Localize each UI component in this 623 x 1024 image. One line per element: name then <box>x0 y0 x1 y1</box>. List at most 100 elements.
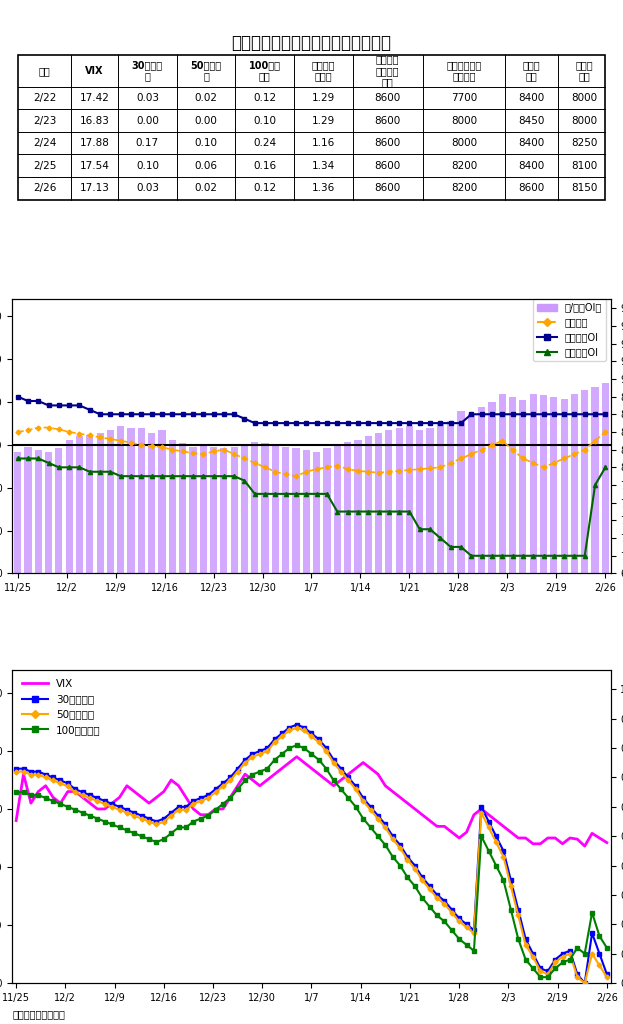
VIX <box>455 831 463 844</box>
VIX <box>293 751 300 763</box>
100日百分位 <box>559 956 566 969</box>
Bar <box>334 445 341 616</box>
Bar <box>540 395 547 616</box>
Bar <box>488 402 495 616</box>
Text: 17.42: 17.42 <box>80 93 110 103</box>
Text: 8600: 8600 <box>374 116 401 126</box>
Text: 8000: 8000 <box>451 116 477 126</box>
50日百分位 <box>293 722 300 734</box>
Bar <box>385 429 392 616</box>
Bar <box>478 408 485 616</box>
Text: 100日百
分位: 100日百 分位 <box>249 60 280 82</box>
30日百分位 <box>581 977 589 989</box>
Bar <box>561 398 568 616</box>
100日百分位 <box>455 933 463 945</box>
Bar <box>354 439 361 616</box>
Text: 2/23: 2/23 <box>33 116 57 126</box>
30日百分位 <box>389 830 396 843</box>
Bar <box>221 449 227 616</box>
Bar <box>447 421 454 616</box>
Text: 8150: 8150 <box>571 183 597 194</box>
30日百分位 <box>293 719 300 731</box>
Bar <box>468 414 475 616</box>
Bar <box>396 428 402 616</box>
Bar <box>107 429 114 616</box>
100日百分位 <box>603 942 611 954</box>
30日百分位 <box>455 912 463 925</box>
Text: 0.24: 0.24 <box>253 138 276 148</box>
Bar <box>457 411 465 616</box>
Text: 8400: 8400 <box>518 93 545 103</box>
Line: 50日百分位: 50日百分位 <box>14 726 609 985</box>
Bar <box>498 393 506 616</box>
Bar <box>251 441 259 616</box>
Bar <box>364 436 372 616</box>
Text: 8450: 8450 <box>518 116 545 126</box>
Text: 17.54: 17.54 <box>80 161 110 171</box>
Text: 0.00: 0.00 <box>194 116 217 126</box>
Text: 買權最大
未平倉履
約價: 買權最大 未平倉履 約價 <box>376 54 399 87</box>
Bar <box>35 451 42 616</box>
Text: 0.16: 0.16 <box>253 161 276 171</box>
Bar <box>128 428 135 616</box>
Text: 0.10: 0.10 <box>136 161 159 171</box>
VIX <box>603 837 611 849</box>
Text: 8600: 8600 <box>518 183 545 194</box>
Line: VIX: VIX <box>16 757 607 846</box>
Text: 0.17: 0.17 <box>136 138 159 148</box>
Bar <box>148 433 155 616</box>
50日百分位 <box>389 833 396 845</box>
Text: 8100: 8100 <box>571 161 597 171</box>
Text: 選擇權波動率指數與賣買權未平倉比: 選擇權波動率指數與賣買權未平倉比 <box>232 34 391 52</box>
Text: 週賣權
最大: 週賣權 最大 <box>575 60 593 82</box>
VIX <box>551 831 559 844</box>
Bar <box>199 445 207 616</box>
Bar <box>550 397 558 616</box>
Bar <box>262 443 269 616</box>
Text: 1.29: 1.29 <box>312 93 335 103</box>
Bar <box>427 428 434 616</box>
Text: 0.06: 0.06 <box>194 161 217 171</box>
Bar <box>65 439 73 616</box>
Text: 0.10: 0.10 <box>253 116 276 126</box>
Text: 0.02: 0.02 <box>194 93 217 103</box>
Text: 0.03: 0.03 <box>136 183 159 194</box>
Text: 1.34: 1.34 <box>312 161 335 171</box>
Text: VIX: VIX <box>85 66 104 76</box>
Legend: VIX, 30日百分位, 50日百分位, 100日百分位: VIX, 30日百分位, 50日百分位, 100日百分位 <box>17 675 105 739</box>
Text: 賣買權未
平倉比: 賣買權未 平倉比 <box>312 60 335 82</box>
Text: 1.36: 1.36 <box>312 183 335 194</box>
Text: 2/24: 2/24 <box>33 138 57 148</box>
Text: 1.29: 1.29 <box>312 116 335 126</box>
100日百分位 <box>345 792 352 804</box>
30日百分位 <box>12 763 20 775</box>
30日百分位 <box>551 953 559 966</box>
VIX <box>345 768 352 780</box>
Bar <box>520 400 526 616</box>
Text: 8250: 8250 <box>571 138 597 148</box>
Bar <box>231 446 238 616</box>
Bar <box>509 397 516 616</box>
Bar <box>117 426 125 616</box>
Bar <box>581 390 588 616</box>
50日百分位 <box>500 851 507 863</box>
Bar <box>437 424 444 616</box>
100日百分位 <box>536 971 544 983</box>
Text: 16.83: 16.83 <box>80 116 110 126</box>
Text: 50日百分
位: 50日百分 位 <box>191 60 222 82</box>
100日百分位 <box>293 739 300 752</box>
Text: 0.02: 0.02 <box>194 183 217 194</box>
Text: 1.16: 1.16 <box>312 138 335 148</box>
Bar <box>591 387 599 616</box>
Bar <box>210 446 217 616</box>
Bar <box>76 436 83 616</box>
50日百分位 <box>551 956 559 969</box>
Bar <box>375 433 382 616</box>
50日百分位 <box>455 915 463 928</box>
Bar <box>313 452 320 616</box>
Bar <box>179 443 186 616</box>
Line: 30日百分位: 30日百分位 <box>14 723 609 985</box>
Text: 8600: 8600 <box>374 93 401 103</box>
Text: 8400: 8400 <box>518 138 545 148</box>
Bar <box>272 445 279 616</box>
